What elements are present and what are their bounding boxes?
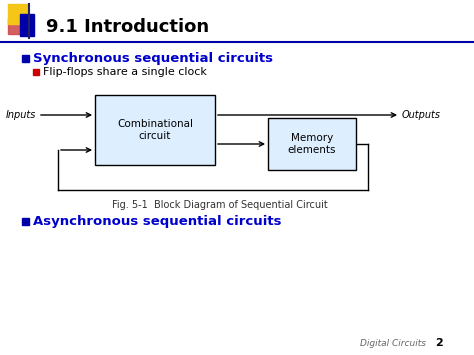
Bar (8, 4, 28, 24)
Text: Inputs: Inputs (6, 110, 36, 120)
Text: Fig. 5-1  Block Diagram of Sequential Circuit: Fig. 5-1 Block Diagram of Sequential Cir… (112, 200, 328, 210)
Text: Synchronous sequential circuits: Synchronous sequential circuits (33, 52, 273, 65)
Bar (20, 14, 34, 36)
Text: 2: 2 (435, 338, 443, 348)
Bar (22, 55, 29, 62)
Text: Digital Circuits: Digital Circuits (360, 339, 426, 348)
Text: Asynchronous sequential circuits: Asynchronous sequential circuits (33, 215, 282, 228)
Bar (268, 118, 356, 170)
Text: Combinational
circuit: Combinational circuit (117, 119, 193, 141)
Bar (22, 218, 29, 225)
Bar (95, 95, 215, 165)
Bar (33, 69, 39, 75)
Bar (8, 18, 22, 34)
Text: 9.1 Introduction: 9.1 Introduction (46, 18, 209, 36)
Text: Flip-flops share a single clock: Flip-flops share a single clock (43, 67, 207, 77)
Text: Memory
elements: Memory elements (288, 133, 336, 155)
Text: Outputs: Outputs (402, 110, 441, 120)
